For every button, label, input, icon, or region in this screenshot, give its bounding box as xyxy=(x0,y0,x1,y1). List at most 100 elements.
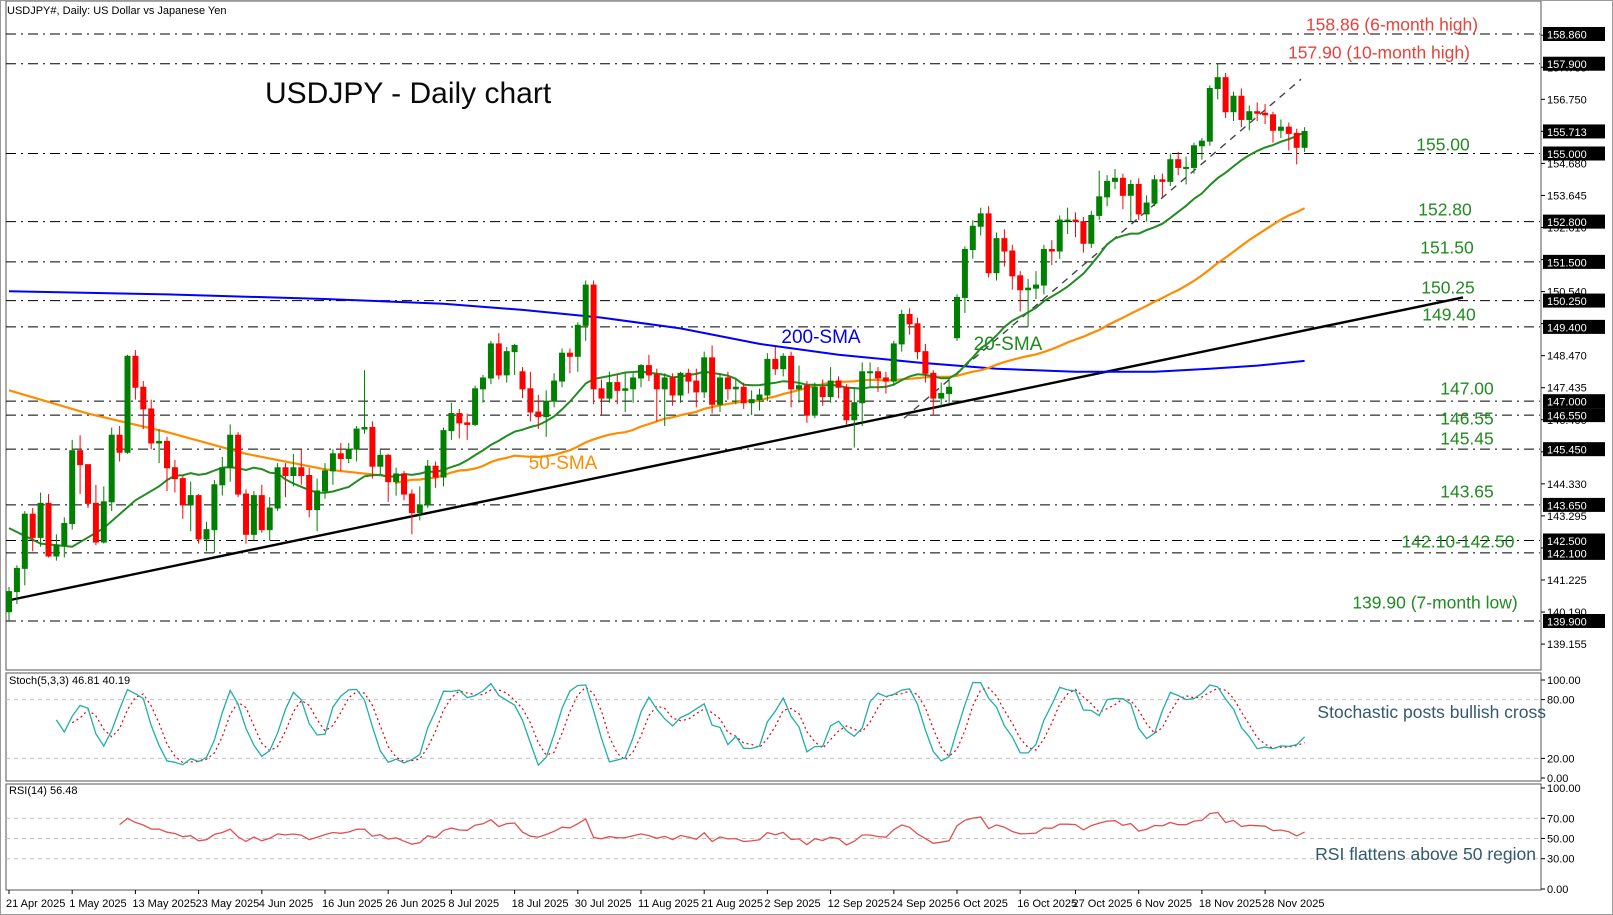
candle-body xyxy=(677,372,684,396)
short-term-uptrend-trendline[interactable] xyxy=(903,78,1302,419)
candle-body xyxy=(250,495,257,535)
candle-body xyxy=(211,484,218,531)
candle-body xyxy=(416,504,423,514)
candle-body xyxy=(92,502,99,543)
candle-body xyxy=(1009,250,1016,277)
candle-body xyxy=(875,371,881,379)
candle-body xyxy=(345,448,352,459)
candle-body xyxy=(740,386,747,404)
candle-body xyxy=(914,323,921,353)
candle-body xyxy=(1214,77,1221,89)
candle-body xyxy=(179,478,186,506)
sma-200-line[interactable] xyxy=(8,290,1305,373)
price-tag: 147.000 xyxy=(1547,397,1587,409)
price-tag: 139.900 xyxy=(1547,617,1587,629)
candle-body xyxy=(1175,159,1182,168)
date-label: 28 Nov 2025 xyxy=(1262,898,1324,910)
candle-body xyxy=(709,357,716,405)
candle-body xyxy=(37,502,44,538)
candle-body xyxy=(1191,145,1197,168)
stoch-pane[interactable] xyxy=(5,672,1542,782)
price-tag: 158.860 xyxy=(1547,30,1587,42)
candle-body xyxy=(1056,219,1063,252)
candle-body xyxy=(630,377,637,390)
candle-body xyxy=(859,371,866,404)
candle-body xyxy=(1143,202,1150,215)
price-axis-label: 153.645 xyxy=(1547,190,1587,202)
candle-body xyxy=(464,422,471,425)
main-uptrend-trendline[interactable] xyxy=(5,296,1464,603)
candle-body xyxy=(1206,87,1213,142)
price-tag: 157.900 xyxy=(1547,59,1587,71)
rsi-axis-label: 0.00 xyxy=(1547,884,1568,896)
candle-body xyxy=(780,355,787,370)
candle-body xyxy=(1198,140,1205,147)
candle-body xyxy=(187,495,194,506)
candle-body xyxy=(132,355,139,388)
candle-body xyxy=(329,453,336,472)
rsi-axis-label: 50.00 xyxy=(1547,834,1575,846)
price-tag: 155.000 xyxy=(1547,149,1587,161)
rsi-pane[interactable] xyxy=(5,783,1542,891)
date-label: 23 May 2025 xyxy=(196,898,260,910)
candle-body xyxy=(1088,214,1095,244)
candle-body xyxy=(195,495,202,540)
candle-body xyxy=(1167,159,1174,182)
candle-body xyxy=(472,388,479,425)
candle-body xyxy=(1104,180,1111,198)
candle-body xyxy=(258,495,265,531)
candle-body xyxy=(1270,114,1276,131)
candle-body xyxy=(322,470,328,492)
price-tag: 150.250 xyxy=(1547,296,1587,308)
candle-body xyxy=(124,355,131,453)
price-axis-label: 143.295 xyxy=(1547,511,1587,523)
candle-body xyxy=(969,225,976,250)
candle-body xyxy=(638,365,644,379)
candle-body xyxy=(156,440,163,444)
candle-body xyxy=(1033,284,1039,289)
candle-body xyxy=(227,434,234,469)
main-pane[interactable] xyxy=(5,1,1542,671)
date-label: 21 Aug 2025 xyxy=(701,898,763,910)
candle-body xyxy=(1262,112,1269,116)
candle-body xyxy=(480,377,486,390)
candle-body xyxy=(1072,219,1079,223)
candle-body xyxy=(803,385,810,416)
candle-body xyxy=(448,413,455,432)
candle-body xyxy=(1119,177,1126,196)
support-annotation: 146.55 xyxy=(1440,408,1494,429)
candle-body xyxy=(938,392,945,399)
candles[interactable] xyxy=(6,63,1308,622)
price-tag: 155.713 xyxy=(1547,127,1587,139)
price-tag: 145.450 xyxy=(1547,445,1587,457)
candle-body xyxy=(6,591,12,613)
candle-body xyxy=(116,434,123,453)
candle-body xyxy=(906,313,913,325)
candle-body xyxy=(282,467,289,476)
candle-body xyxy=(1285,126,1292,134)
rsi-axis-label: 100.00 xyxy=(1547,783,1581,795)
date-label: 13 May 2025 xyxy=(132,898,196,910)
sma-50-line[interactable] xyxy=(8,207,1306,485)
candle-body xyxy=(53,544,60,557)
price-axis-label: 147.435 xyxy=(1547,383,1587,395)
candle-body xyxy=(108,434,115,503)
rsi-label: RSI(14) 56.48 xyxy=(9,785,78,797)
candle-body xyxy=(811,386,818,416)
candle-body xyxy=(653,374,660,390)
horizontal-levels xyxy=(6,33,1540,622)
candle-body xyxy=(377,454,384,467)
candle-body xyxy=(598,388,605,399)
time-axis[interactable]: 21 Apr 2025 1 May 2025 13 May 2025 23 May 2… xyxy=(6,890,1324,910)
candle-body xyxy=(898,313,905,345)
date-label: 4 Jun 2025 xyxy=(259,898,313,910)
price-tag: 142.100 xyxy=(1547,548,1587,560)
candle-body xyxy=(290,467,297,476)
candle-body xyxy=(930,372,937,399)
candle-body xyxy=(337,453,344,459)
candle-body xyxy=(669,377,676,396)
candle-body xyxy=(527,388,534,413)
price-tag: 151.500 xyxy=(1547,257,1587,269)
candle-body xyxy=(1064,219,1071,222)
